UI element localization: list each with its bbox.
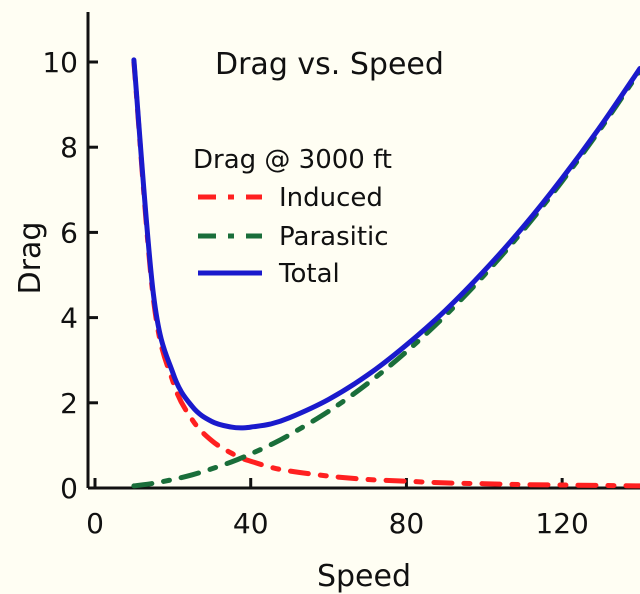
x-tick-label: 40 bbox=[233, 507, 269, 540]
legend-title: Drag @ 3000 ft bbox=[193, 145, 392, 175]
legend: Drag @ 3000 ft Induced Parasitic Total bbox=[193, 145, 392, 289]
x-tick-label: 0 bbox=[86, 507, 104, 540]
y-tick-label: 10 bbox=[42, 46, 78, 79]
y-tick-label: 0 bbox=[60, 472, 78, 505]
legend-label-parasitic: Parasitic bbox=[279, 222, 389, 252]
chart-title: Drag vs. Speed bbox=[215, 47, 444, 82]
plot-area bbox=[88, 12, 640, 488]
legend-label-induced: Induced bbox=[279, 183, 383, 213]
axis-ticks: 0 2 4 6 8 10 0 40 80 120 bbox=[42, 46, 589, 540]
x-tick-label: 80 bbox=[389, 507, 425, 540]
series-line-total bbox=[131, 57, 640, 431]
legend-label-total: Total bbox=[278, 259, 340, 289]
series-line-induced bbox=[131, 59, 640, 489]
series-layer bbox=[131, 57, 640, 489]
x-axis-title: Speed bbox=[317, 559, 411, 594]
y-tick-label: 6 bbox=[60, 216, 78, 249]
y-axis-title: Drag bbox=[13, 222, 48, 295]
x-tick-label: 120 bbox=[535, 507, 588, 540]
y-tick-label: 8 bbox=[60, 131, 78, 164]
y-tick-label: 2 bbox=[60, 387, 78, 420]
y-tick-label: 4 bbox=[60, 302, 78, 335]
